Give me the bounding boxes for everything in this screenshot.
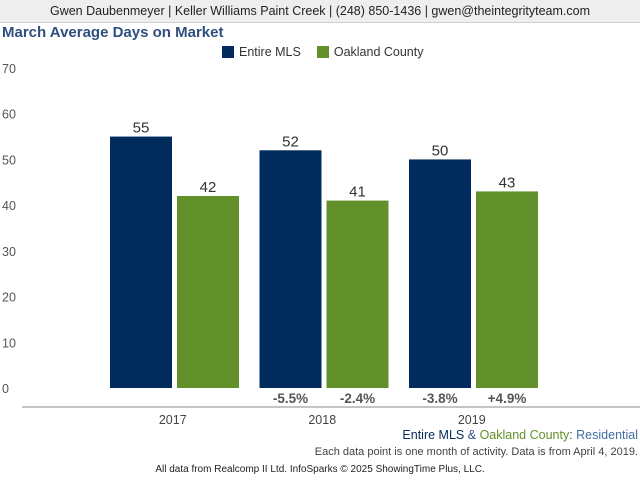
- data-label-oakland-county-2018: 41: [349, 184, 366, 201]
- footer-source: All data from Realcomp II Ltd. InfoSpark…: [155, 464, 485, 475]
- y-tick-label-0: 0: [2, 382, 9, 396]
- agent-header: Gwen Daubenmeyer | Keller Williams Paint…: [0, 0, 640, 23]
- change-label-entire-mls-2018: -5.5%: [273, 391, 308, 406]
- agent-contact-line: Gwen Daubenmeyer | Keller Williams Paint…: [49, 4, 591, 18]
- footer-note: Each data point is one month of activity…: [314, 446, 638, 458]
- footer-ampersand: &: [464, 428, 480, 442]
- footer-series-entire-mls: Entire MLS: [402, 428, 465, 442]
- bar-entire-mls-2018: [259, 150, 322, 388]
- chart-title: March Average Days on Market: [2, 24, 224, 41]
- legend-swatch-oakland-county: [316, 46, 329, 58]
- legend-swatch-entire-mls: [222, 46, 234, 58]
- footer-segment: Residential: [576, 428, 638, 442]
- data-label-entire-mls-2019: 50: [432, 142, 449, 159]
- y-tick-label-60: 60: [2, 108, 16, 122]
- change-label-oakland-county-2019: +4.9%: [488, 391, 527, 406]
- legend-label-oakland-county: Oakland County: [333, 45, 424, 59]
- footer-series-line: Entire MLS & Oakland County: Residential: [402, 428, 638, 442]
- change-label-entire-mls-2019: -3.8%: [422, 391, 457, 406]
- footer-series-oakland-county: Oakland County: [479, 428, 570, 442]
- y-tick-label-50: 50: [2, 153, 16, 167]
- x-tick-label-2017: 2017: [159, 413, 187, 427]
- legend-item-entire-mls[interactable]: Entire MLS: [222, 45, 301, 59]
- x-tick-label-2019: 2019: [458, 413, 486, 427]
- y-tick-label-10: 10: [2, 336, 16, 350]
- legend-item-oakland-county[interactable]: Oakland County: [316, 45, 424, 59]
- data-label-entire-mls-2017: 55: [133, 120, 150, 137]
- bar-oakland-county-2019: [476, 191, 538, 388]
- y-tick-label-40: 40: [2, 199, 16, 213]
- data-label-oakland-county-2019: 43: [499, 174, 516, 191]
- y-tick-label-70: 70: [2, 62, 16, 76]
- legend-label-entire-mls: Entire MLS: [239, 45, 301, 59]
- y-tick-label-20: 20: [2, 291, 16, 305]
- data-label-entire-mls-2018: 52: [282, 133, 299, 150]
- chart-legend: Entire MLS Oakland County: [222, 45, 439, 59]
- x-tick-label-2018: 2018: [308, 413, 336, 427]
- bar-oakland-county-2017: [177, 196, 239, 388]
- bar-entire-mls-2019: [409, 159, 471, 388]
- change-label-oakland-county-2018: -2.4%: [340, 391, 375, 406]
- y-tick-label-30: 30: [2, 245, 16, 259]
- bar-oakland-county-2018: [326, 200, 389, 388]
- data-label-oakland-county-2017: 42: [200, 179, 217, 196]
- bar-entire-mls-2017: [110, 136, 172, 388]
- footer-colon: :: [569, 428, 577, 442]
